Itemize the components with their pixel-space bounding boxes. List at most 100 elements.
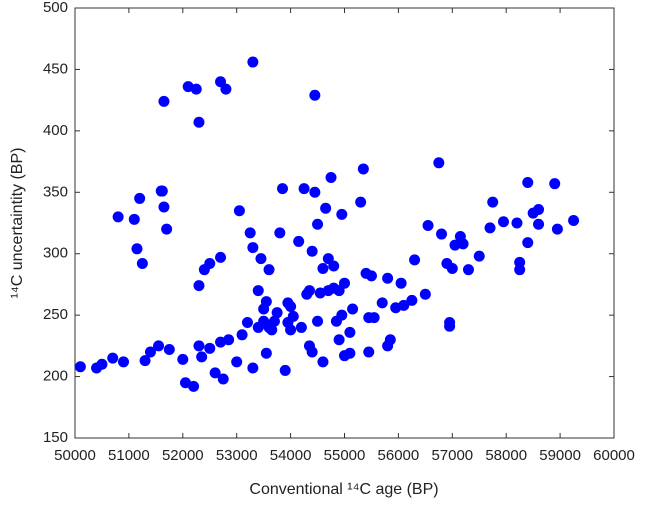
point	[446, 262, 458, 274]
point	[357, 163, 369, 175]
point	[158, 201, 170, 213]
y-tick-label: 400	[43, 122, 68, 139]
point	[306, 346, 318, 358]
point	[347, 303, 359, 315]
point	[533, 203, 545, 215]
point	[355, 196, 367, 208]
point	[433, 157, 445, 169]
point	[144, 346, 156, 358]
point	[498, 216, 510, 228]
point	[128, 213, 140, 225]
point	[312, 218, 324, 230]
point	[312, 315, 324, 327]
point	[336, 208, 348, 220]
point	[247, 56, 259, 68]
y-tick-label: 300	[43, 245, 68, 262]
point	[236, 329, 248, 341]
point	[333, 334, 345, 346]
point	[271, 307, 283, 319]
point	[395, 277, 407, 289]
point	[285, 324, 297, 336]
point	[336, 309, 348, 321]
x-tick-label: 55000	[324, 447, 366, 464]
x-tick-label: 52000	[162, 447, 204, 464]
point	[384, 334, 396, 346]
point	[436, 228, 448, 240]
point	[196, 351, 208, 363]
point	[473, 250, 485, 262]
point	[344, 326, 356, 338]
point	[320, 202, 332, 214]
point	[487, 196, 499, 208]
point	[158, 95, 170, 107]
point	[107, 352, 119, 364]
point	[163, 344, 175, 356]
point	[118, 356, 130, 368]
point	[223, 334, 235, 346]
point	[368, 312, 380, 324]
point	[266, 324, 278, 336]
point	[136, 258, 148, 270]
point	[444, 320, 456, 332]
point	[511, 217, 523, 229]
point	[263, 264, 275, 276]
x-tick-label: 57000	[431, 447, 473, 464]
point	[220, 83, 232, 95]
point	[309, 89, 321, 101]
point	[306, 245, 318, 257]
point	[190, 83, 202, 95]
point	[551, 223, 563, 235]
point	[217, 373, 229, 385]
point	[295, 321, 307, 333]
point	[419, 288, 431, 300]
point	[260, 296, 272, 308]
point	[344, 347, 356, 359]
point	[339, 277, 350, 289]
point	[204, 342, 216, 354]
point	[255, 253, 267, 265]
point	[193, 340, 205, 352]
point	[74, 361, 86, 373]
point	[252, 285, 264, 297]
point	[484, 222, 496, 234]
point	[549, 178, 561, 190]
point	[309, 186, 321, 198]
point	[514, 256, 526, 268]
point	[193, 116, 205, 128]
point	[298, 183, 310, 195]
point	[193, 280, 205, 292]
point	[188, 380, 200, 392]
point	[274, 227, 286, 239]
x-tick-label: 60000	[593, 447, 635, 464]
point	[268, 315, 280, 327]
point	[231, 356, 243, 368]
point	[156, 185, 168, 197]
point	[161, 223, 173, 235]
point	[285, 301, 297, 313]
point	[293, 235, 305, 247]
point	[303, 285, 315, 297]
x-tick-label: 58000	[485, 447, 527, 464]
point	[317, 262, 329, 274]
point	[96, 358, 108, 370]
point	[398, 299, 410, 311]
point	[376, 297, 388, 309]
point	[317, 356, 329, 368]
point	[209, 367, 221, 379]
point	[134, 192, 146, 204]
x-axis-label: Conventional ¹⁴C age (BP)	[249, 481, 438, 498]
point	[233, 205, 245, 217]
point	[457, 238, 469, 250]
point	[260, 347, 272, 359]
point	[522, 176, 534, 188]
point	[533, 218, 545, 230]
point	[177, 353, 189, 365]
point	[365, 270, 377, 282]
x-tick-label: 54000	[270, 447, 312, 464]
point	[325, 172, 337, 184]
point	[422, 219, 434, 231]
x-tick-label: 56000	[378, 447, 420, 464]
y-tick-label: 200	[43, 368, 68, 385]
x-tick-label: 59000	[539, 447, 581, 464]
